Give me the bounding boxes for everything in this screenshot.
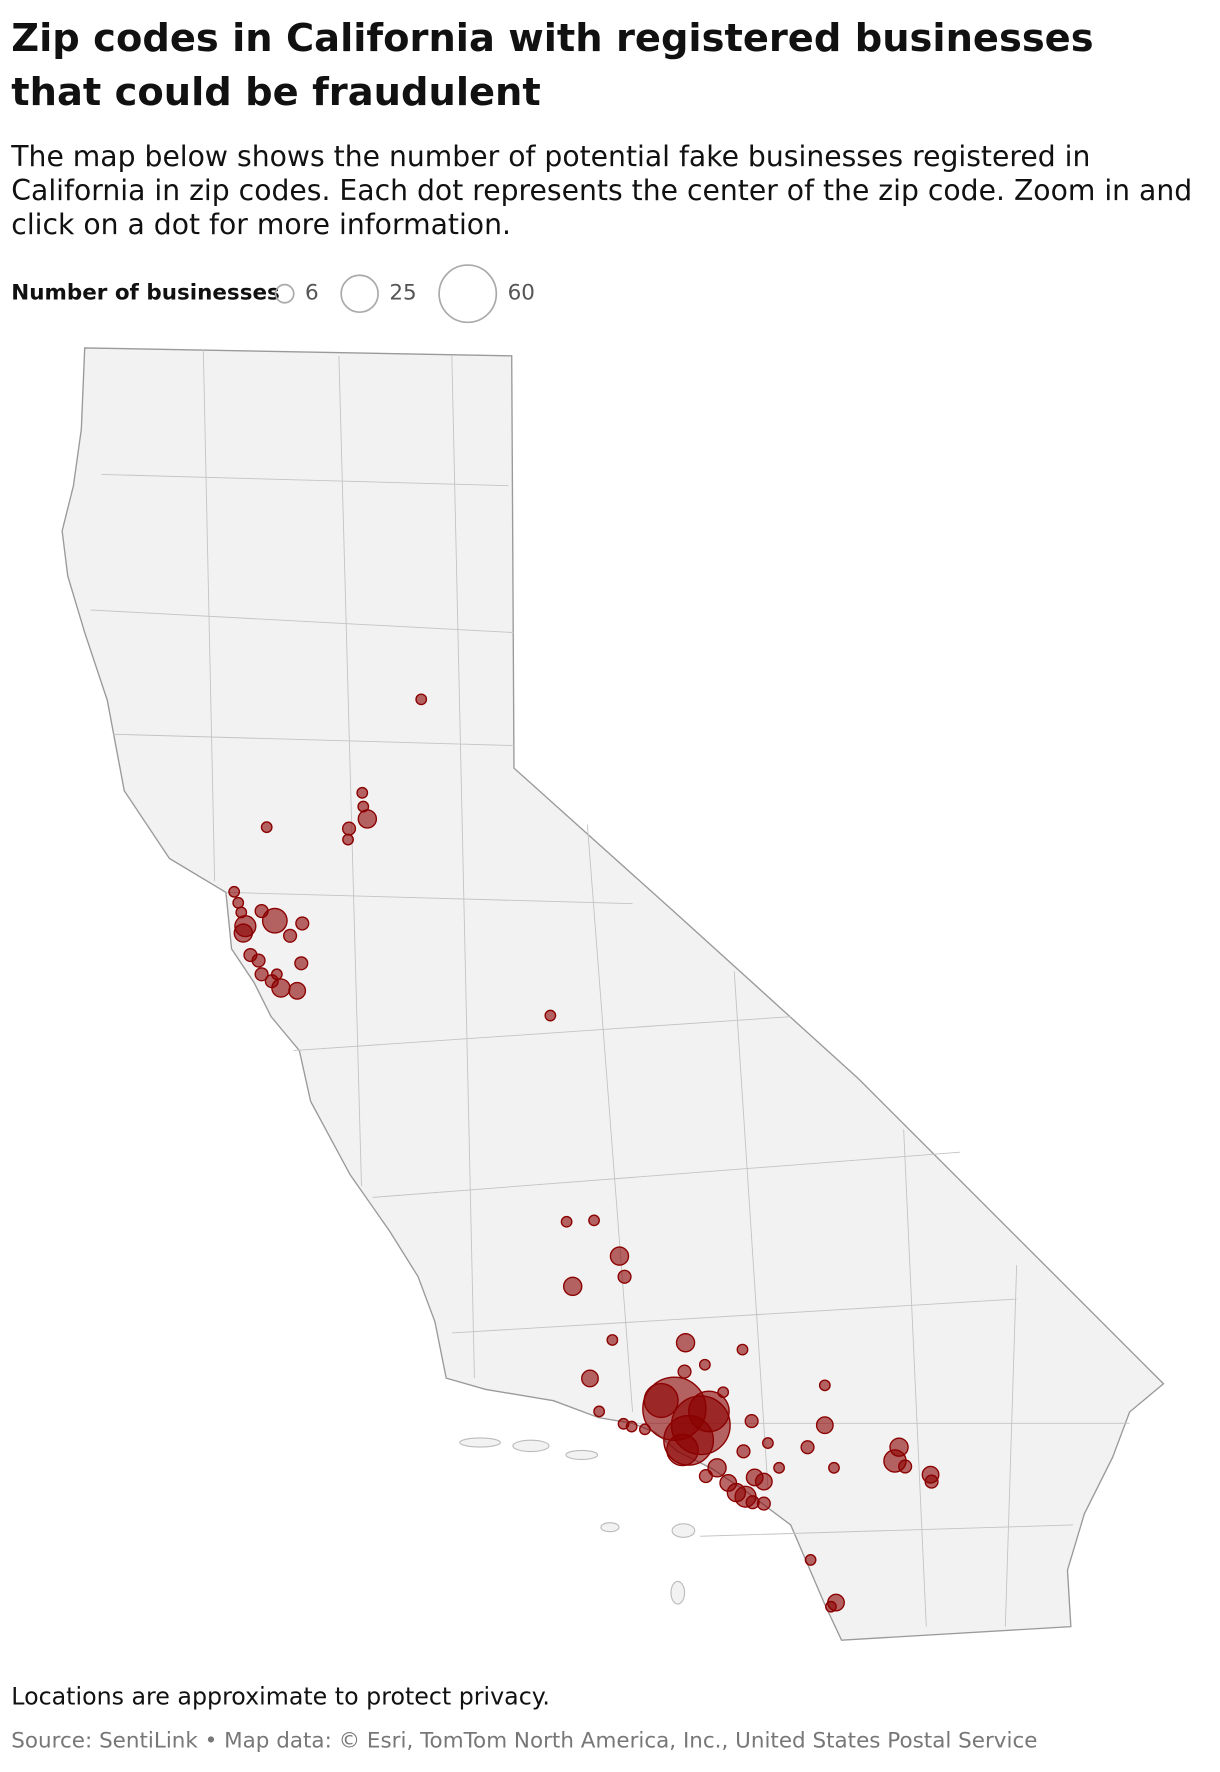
zip-dot[interactable] <box>588 1214 600 1227</box>
title: Zip codes in California with registered … <box>11 15 1094 116</box>
zip-dot[interactable] <box>341 821 357 836</box>
zip-dot[interactable] <box>677 1364 692 1379</box>
zip-dot[interactable] <box>228 885 241 898</box>
zip-dot[interactable] <box>560 1215 573 1228</box>
zip-dot[interactable] <box>544 1009 557 1022</box>
zip-dot[interactable] <box>825 1600 837 1613</box>
zip-dot[interactable] <box>625 1420 638 1433</box>
zip-dot[interactable] <box>717 1386 730 1399</box>
zip-dot[interactable] <box>736 1444 751 1459</box>
zip-dot[interactable] <box>593 1405 606 1418</box>
zip-dot[interactable] <box>283 928 298 943</box>
zip-dot[interactable] <box>638 1423 651 1436</box>
zip-dot[interactable] <box>707 1458 727 1478</box>
zip-dot[interactable] <box>606 1334 619 1346</box>
zip-dot[interactable] <box>288 981 307 1000</box>
zip-dot[interactable] <box>617 1269 632 1284</box>
legend-circle <box>340 274 379 314</box>
zip-dot[interactable] <box>356 786 369 799</box>
zip-dot[interactable] <box>581 1369 599 1388</box>
zip-dot[interactable] <box>357 809 378 829</box>
zip-dot[interactable] <box>675 1333 696 1353</box>
zip-dot[interactable] <box>342 833 354 846</box>
zip-lines <box>90 350 1130 1627</box>
source: Source: SentiLink • Map data: © Esri, To… <box>11 1728 1038 1754</box>
zip-dot[interactable] <box>898 1459 913 1474</box>
zip-dot[interactable] <box>698 1358 711 1371</box>
zip-dot[interactable] <box>815 1416 834 1435</box>
legend-circle <box>438 264 498 324</box>
zip-dot[interactable] <box>762 1437 774 1449</box>
legend-circle <box>274 283 295 304</box>
legend-label: 60 <box>508 281 535 306</box>
zip-dot[interactable] <box>804 1554 817 1566</box>
legend-label: 25 <box>389 281 416 306</box>
zip-dot[interactable] <box>295 916 310 931</box>
zip-dot[interactable] <box>232 896 245 909</box>
zip-dot[interactable] <box>251 953 266 968</box>
zip-dot[interactable] <box>756 1496 771 1511</box>
zip-dot[interactable] <box>254 967 269 982</box>
zip-dot[interactable] <box>264 974 279 989</box>
zip-dot[interactable] <box>666 1433 699 1467</box>
zip-dot[interactable] <box>688 1390 730 1433</box>
zip-dot[interactable] <box>924 1474 939 1489</box>
legend-title: Number of businesses <box>11 281 280 306</box>
note: Locations are approximate to protect pri… <box>11 1683 550 1711</box>
map[interactable] <box>0 328 1220 1661</box>
zip-dot[interactable] <box>754 1472 773 1491</box>
zip-dot[interactable] <box>562 1276 583 1297</box>
zip-dot[interactable] <box>773 1461 785 1474</box>
zip-dot[interactable] <box>800 1440 815 1455</box>
zip-dot[interactable] <box>744 1414 759 1429</box>
zip-dot[interactable] <box>261 907 288 934</box>
zip-dot[interactable] <box>294 956 309 971</box>
zip-dot[interactable] <box>233 923 254 943</box>
legend-label: 6 <box>305 281 319 306</box>
zip-dot[interactable] <box>698 1468 713 1484</box>
zip-dot[interactable] <box>736 1343 749 1356</box>
zip-dot[interactable] <box>818 1379 831 1392</box>
zip-dot[interactable] <box>828 1461 840 1474</box>
zip-dot[interactable] <box>260 821 273 834</box>
legend: Number of businesses 6 25 60 <box>11 264 535 324</box>
zip-dot[interactable] <box>609 1246 630 1266</box>
zip-dot[interactable] <box>415 693 428 706</box>
subtitle: The map below shows the number of potent… <box>11 140 1193 241</box>
islands <box>459 1437 696 1605</box>
state-outline <box>61 347 1165 1641</box>
zip-dot[interactable] <box>643 1382 679 1419</box>
